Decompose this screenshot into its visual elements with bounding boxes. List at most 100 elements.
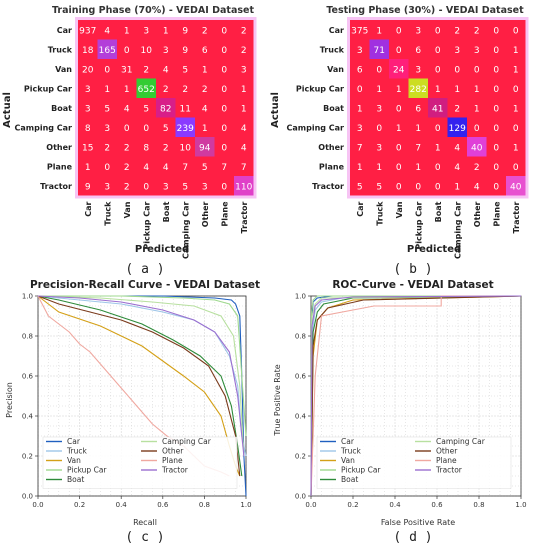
matrix-cell xyxy=(78,117,98,137)
cell-value: 1 xyxy=(241,85,247,95)
matrix-cell xyxy=(447,117,467,137)
cell-value: 0 xyxy=(493,46,499,56)
cell-value: 0 xyxy=(376,124,382,134)
matrix-cell xyxy=(175,39,195,59)
row-label: Pickup Car xyxy=(296,84,344,93)
matrix-cell xyxy=(195,156,215,176)
matrix-cell xyxy=(117,98,137,118)
cell-value: 4 xyxy=(104,26,110,36)
cell-value: 2 xyxy=(124,182,130,192)
matrix-cell xyxy=(234,78,254,98)
row-label: Van xyxy=(327,65,344,74)
cell-value: 0 xyxy=(454,65,460,75)
matrix-cell xyxy=(350,78,370,98)
matrix-cell xyxy=(486,98,506,118)
cell-value: 3 xyxy=(357,46,363,56)
cell-value: 5 xyxy=(104,104,110,114)
matrix-cell xyxy=(117,59,137,79)
cell-value: 1 xyxy=(396,85,402,95)
cell-value: 7 xyxy=(357,143,363,153)
matrix-cell xyxy=(467,117,487,137)
cell-value: 1 xyxy=(163,26,169,36)
matrix-cell xyxy=(195,78,215,98)
matrix-cell xyxy=(214,176,234,196)
y-tick-label: 0.4 xyxy=(295,413,307,421)
matrix-cell xyxy=(175,78,195,98)
matrix-cell xyxy=(97,137,117,157)
matrix-cell xyxy=(428,39,448,59)
matrix-cell xyxy=(486,78,506,98)
matrix-cell xyxy=(408,20,428,40)
matrix-cell xyxy=(78,59,98,79)
y-tick-label: 0.0 xyxy=(22,493,33,501)
x-tick-label: 0.0 xyxy=(32,501,43,509)
y-tick-label: 1.0 xyxy=(22,293,33,301)
row-label: Other xyxy=(46,143,72,152)
x-tick-label: 1.0 xyxy=(515,501,526,509)
matrix-cell xyxy=(506,59,526,79)
matrix-cell xyxy=(350,176,370,196)
col-label: Pickup Car xyxy=(414,201,423,249)
cell-value: 18 xyxy=(82,46,94,56)
col-label: Camping Car xyxy=(181,201,190,259)
cell-value: 239 xyxy=(177,124,194,134)
cell-value: 7 xyxy=(221,163,227,173)
x-tick-label: 0.6 xyxy=(431,501,443,509)
matrix-cell xyxy=(175,176,195,196)
matrix-cell xyxy=(195,98,215,118)
legend-label: Pickup Car xyxy=(341,466,381,475)
legend-label: Car xyxy=(341,437,355,446)
row-label: Camping Car xyxy=(15,123,73,132)
cell-value: 1 xyxy=(454,182,460,192)
legend-label: Car xyxy=(67,437,81,446)
matrix-cell xyxy=(136,98,156,118)
col-label: Plane xyxy=(220,201,229,227)
cell-value: 0 xyxy=(221,104,227,114)
row-label: Boat xyxy=(323,104,344,113)
matrix-cell xyxy=(408,137,428,157)
matrix-cell xyxy=(97,59,117,79)
row-label: Car xyxy=(329,26,344,35)
matrix-cell xyxy=(389,117,409,137)
matrix-cell xyxy=(156,156,176,176)
matrix-cell xyxy=(156,78,176,98)
matrix-cell xyxy=(234,20,254,40)
legend-label: Truck xyxy=(340,447,361,456)
matrix-cell xyxy=(97,20,117,40)
chart-title: Precision-Recall Curve - VEDAI Dataset xyxy=(30,279,260,291)
y-tick-label: 0.4 xyxy=(22,413,34,421)
matrix-cell xyxy=(234,176,254,196)
matrix-cell xyxy=(467,176,487,196)
cell-value: 1 xyxy=(415,124,421,134)
matrix-cell xyxy=(506,98,526,118)
cell-value: 0 xyxy=(104,65,110,75)
y-tick-label: 0.8 xyxy=(295,333,306,341)
y-tick-label: 0.2 xyxy=(295,453,306,461)
matrix-cell xyxy=(467,39,487,59)
col-label: Tractor xyxy=(512,201,521,233)
matrix-cell xyxy=(175,117,195,137)
matrix-cell xyxy=(389,156,409,176)
cell-value: 0 xyxy=(493,65,499,75)
matrix-cell xyxy=(136,137,156,157)
cell-value: 1 xyxy=(376,26,382,36)
cell-value: 0 xyxy=(435,46,441,56)
col-label: Other xyxy=(473,201,482,227)
cell-value: 0 xyxy=(435,26,441,36)
cell-value: 4 xyxy=(241,143,247,153)
matrix-cell xyxy=(389,176,409,196)
cell-value: 3 xyxy=(376,104,382,114)
cell-value: 1 xyxy=(85,163,91,173)
col-label: Car xyxy=(84,201,93,216)
cell-value: 0 xyxy=(124,124,130,134)
matrix-cell xyxy=(428,59,448,79)
cell-value: 1 xyxy=(513,104,519,114)
cell-value: 375 xyxy=(351,26,368,36)
matrix-cell xyxy=(350,20,370,40)
cell-value: 1 xyxy=(513,143,519,153)
cell-value: 1 xyxy=(435,143,441,153)
legend-label: Other xyxy=(162,447,184,456)
row-label: Plane xyxy=(47,162,73,171)
cell-value: 5 xyxy=(143,104,149,114)
cell-value: 1 xyxy=(435,85,441,95)
